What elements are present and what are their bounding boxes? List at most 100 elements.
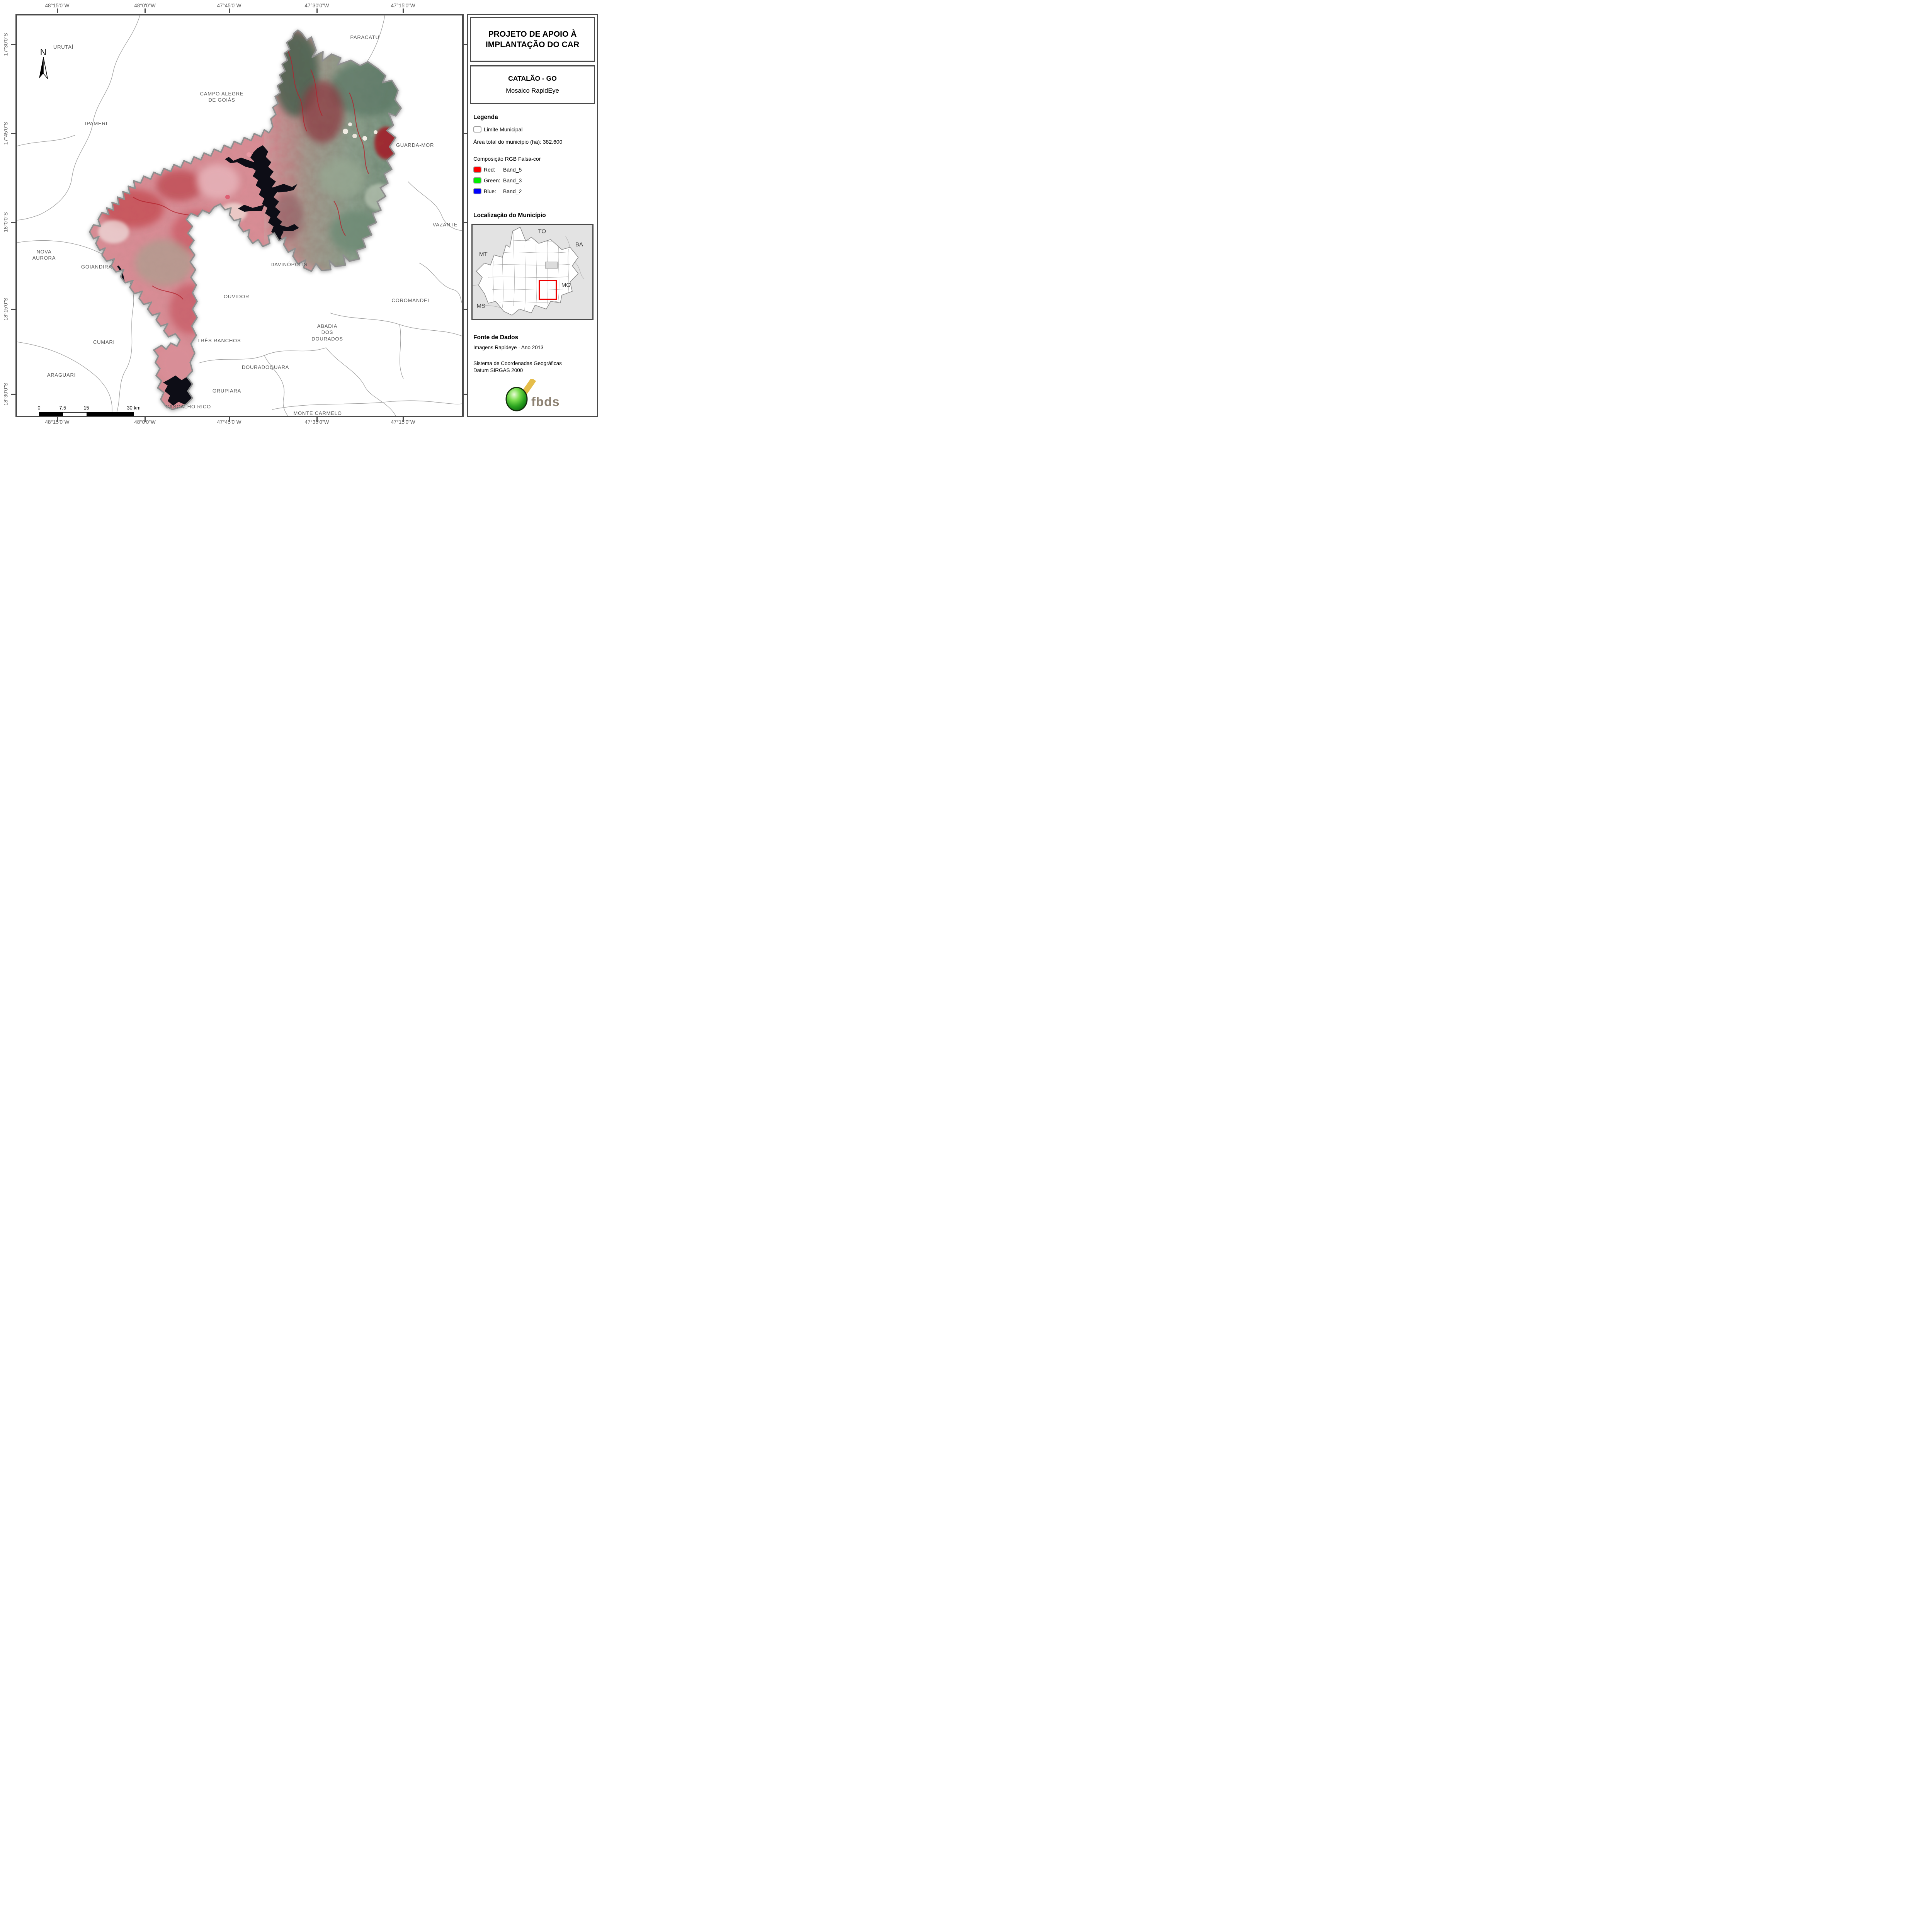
product-subtitle: Mosaico RapidEye bbox=[506, 87, 559, 94]
fonte-line1: Imagens Rapideye - Ano 2013 bbox=[473, 345, 544, 350]
fonte-line3: Datum SIRGAS 2000 bbox=[473, 367, 523, 373]
lon-label-bottom: 47°15'0"W bbox=[391, 419, 415, 425]
map-canvas: N 0 7,5 15 30 km URUTAÍ PARACATU CAMPO ALEGRE… bbox=[15, 14, 464, 417]
fbds-logo-icon bbox=[505, 378, 536, 411]
state-label-mg: MG bbox=[561, 282, 571, 289]
band-rows: Red: Band_5 Green: Band_3 Blue: Band_2 bbox=[473, 167, 592, 194]
area-total-text: Área total do município (ha): 382.600 bbox=[473, 139, 563, 145]
place-label: TRÊS RANCHOS bbox=[197, 337, 241, 343]
fbds-logo-text: fbds bbox=[531, 394, 560, 409]
small-lake-lightblue bbox=[240, 282, 247, 286]
band-row: Green: Band_3 bbox=[473, 177, 592, 184]
scale-bar-segment bbox=[63, 413, 87, 416]
lon-tick-top bbox=[145, 8, 146, 13]
place-label: NOVA AURORA bbox=[32, 248, 56, 261]
lat-tick bbox=[464, 44, 468, 45]
info-panel: PROJETO DE APOIO À IMPLANTAÇÃO DO CAR CA… bbox=[467, 14, 598, 417]
composicao-heading: Composição RGB Falsa-cor bbox=[473, 156, 541, 162]
place-label: ABADIA DOS DOURADOS bbox=[311, 323, 343, 342]
band-channel-label: Red: bbox=[484, 167, 495, 173]
lat-tick bbox=[11, 309, 15, 310]
place-label: GOIANDIRA bbox=[81, 263, 112, 270]
lon-tick-top bbox=[316, 8, 318, 13]
lat-tick bbox=[464, 222, 468, 223]
state-label-ms: MS bbox=[476, 303, 485, 309]
fonte-heading: Fonte de Dados bbox=[473, 334, 519, 341]
legend-item-limite: Limite Municipal bbox=[473, 126, 592, 133]
lon-tick-top bbox=[229, 8, 230, 13]
fbds-logo: fbds bbox=[503, 378, 561, 412]
goias-state-map bbox=[473, 226, 585, 316]
place-label: IPAMERI bbox=[85, 120, 108, 126]
lat-tick bbox=[11, 44, 15, 45]
state-label-mt: MT bbox=[479, 251, 488, 258]
lat-tick bbox=[11, 133, 15, 134]
band-channel-label: Blue: bbox=[484, 188, 496, 194]
lon-label-top: 48°0'0"W bbox=[134, 3, 156, 8]
place-label: GUARDA-MOR bbox=[396, 142, 434, 148]
lat-tick bbox=[464, 133, 468, 134]
lon-label-bottom: 47°45'0"W bbox=[217, 419, 242, 425]
lon-label-bottom: 48°0'0"W bbox=[134, 419, 156, 425]
state-label-to: TO bbox=[538, 228, 546, 235]
band-color-swatch bbox=[473, 167, 481, 173]
place-label: ARAGUARI bbox=[47, 372, 76, 378]
band-color-swatch bbox=[473, 188, 481, 194]
lat-label: 18°0'0"S bbox=[3, 212, 9, 232]
scale-label: 0 bbox=[37, 405, 41, 411]
lon-label-bottom: 48°15'0"W bbox=[45, 419, 70, 425]
place-label: VAZANTE bbox=[432, 221, 458, 228]
lat-tick bbox=[11, 222, 15, 223]
band-row: Blue: Band_2 bbox=[473, 188, 592, 194]
limite-municipal-swatch bbox=[473, 126, 481, 133]
subtitle-box: CATALÃO - GO Mosaico RapidEye bbox=[470, 65, 595, 104]
scale-bar-graphic bbox=[39, 412, 134, 416]
scale-label: 15 bbox=[83, 405, 89, 411]
place-label: MONTE CARMELO bbox=[293, 410, 342, 416]
lat-label: 17°30'0"S bbox=[3, 33, 9, 56]
scale-bar: 0 7,5 15 30 km bbox=[37, 405, 141, 416]
lat-label: 18°30'0"S bbox=[3, 382, 9, 406]
lat-label: 18°15'0"S bbox=[3, 297, 9, 321]
place-label: COROMANDEL bbox=[391, 297, 431, 303]
lon-tick-bottom bbox=[316, 417, 318, 422]
logo-green-sphere bbox=[505, 387, 528, 411]
band-color-swatch bbox=[473, 177, 481, 184]
municipality-title: CATALÃO - GO bbox=[508, 75, 557, 82]
scale-label: 30 km bbox=[127, 405, 141, 411]
north-arrow: N bbox=[36, 48, 51, 81]
lon-label-top: 47°45'0"W bbox=[217, 3, 242, 8]
lon-tick-bottom bbox=[145, 417, 146, 422]
localizacao-heading: Localização do Município bbox=[473, 212, 546, 219]
lon-label-top: 48°15'0"W bbox=[45, 3, 70, 8]
lat-tick bbox=[464, 309, 468, 310]
municipality-mosaic bbox=[89, 29, 402, 410]
page: { "title_panel": { "title": "PROJETO DE … bbox=[0, 0, 603, 426]
place-label: CAMPO ALEGRE DE GOIÁS bbox=[200, 90, 244, 103]
place-label: OUVIDOR bbox=[223, 293, 250, 299]
state-label-ba: BA bbox=[575, 241, 583, 248]
place-label: CASCALHO RICO bbox=[165, 403, 211, 410]
map-graphics bbox=[17, 15, 462, 416]
place-label: CUMARI bbox=[93, 339, 115, 345]
place-label: GRUPIARA bbox=[212, 387, 242, 394]
lon-label-top: 47°15'0"W bbox=[391, 3, 415, 8]
north-label: N bbox=[40, 47, 47, 57]
lon-tick-bottom bbox=[57, 417, 58, 422]
distrito-federal-shape bbox=[545, 262, 558, 269]
place-label: DAVINÓPOLIS bbox=[270, 261, 308, 267]
title-box: PROJETO DE APOIO À IMPLANTAÇÃO DO CAR bbox=[470, 17, 595, 62]
lon-label-top: 47°30'0"W bbox=[304, 3, 329, 8]
band-name-label: Band_3 bbox=[503, 177, 522, 184]
band-name-label: Band_5 bbox=[503, 167, 522, 173]
lon-tick-bottom bbox=[229, 417, 230, 422]
north-arrow-icon bbox=[39, 56, 48, 80]
project-title: PROJETO DE APOIO À IMPLANTAÇÃO DO CAR bbox=[485, 29, 580, 49]
place-label: PARACATU bbox=[350, 34, 379, 40]
scale-label: 7,5 bbox=[59, 405, 66, 411]
municipality-highlight-rect bbox=[538, 279, 557, 300]
place-label: URUTAÍ bbox=[53, 44, 74, 50]
legend-heading: Legenda bbox=[473, 114, 498, 121]
band-row: Red: Band_5 bbox=[473, 167, 592, 173]
lat-label: 17°45'0"S bbox=[3, 122, 9, 145]
